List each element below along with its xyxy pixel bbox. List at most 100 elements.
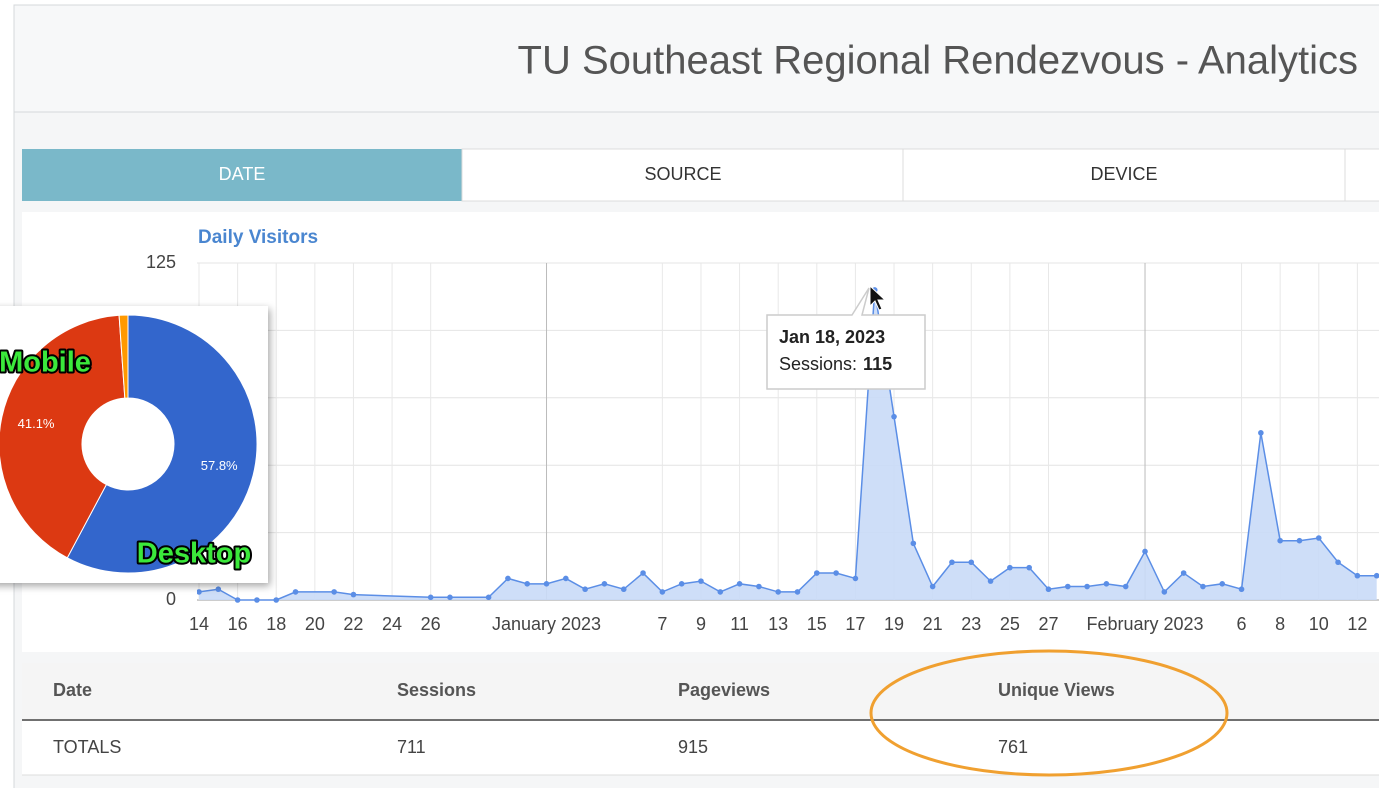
point — [949, 559, 955, 566]
x-tick-label: 7 — [657, 614, 667, 634]
point — [1103, 581, 1110, 587]
x-tick-label: 11 — [730, 614, 749, 634]
chart-title: Daily Visitors — [198, 227, 318, 248]
x-tick-label: 10 — [1309, 614, 1329, 634]
pie-category-label: Mobile — [0, 347, 91, 379]
line-chart — [197, 287, 1379, 603]
y-tick-label: 0 — [166, 589, 176, 609]
point — [331, 589, 337, 595]
x-tick-label: January 2023 — [492, 614, 601, 634]
tab-label[interactable]: SOURCE — [644, 164, 721, 184]
cell: 915 — [678, 737, 708, 757]
point — [1354, 572, 1361, 579]
point — [814, 570, 820, 576]
x-tick-label: 27 — [1038, 614, 1058, 634]
point — [1045, 586, 1052, 593]
x-tick-label: 15 — [807, 614, 827, 634]
x-tick-label: 20 — [305, 614, 325, 634]
point — [1200, 583, 1206, 590]
x-tick-label: 26 — [421, 614, 441, 634]
tab-label[interactable]: DEVICE — [1090, 164, 1157, 184]
tab[interactable] — [461, 148, 904, 202]
point — [582, 586, 588, 593]
area — [199, 289, 1377, 600]
cell: 761 — [998, 737, 1028, 757]
point — [1180, 570, 1187, 576]
column-header: Unique Views — [998, 680, 1115, 700]
header-bar — [13, 4, 1379, 113]
x-tick-label: 17 — [845, 614, 865, 634]
point — [736, 581, 743, 587]
tab[interactable] — [902, 148, 1346, 202]
point — [1084, 583, 1090, 590]
point — [505, 575, 511, 582]
tooltip: Jan 18, 2023 Sessions: 115 — [766, 287, 926, 390]
point — [1258, 430, 1264, 436]
point — [987, 578, 994, 584]
point — [891, 413, 897, 420]
point — [678, 581, 685, 587]
point — [1238, 586, 1245, 593]
tab[interactable] — [1344, 148, 1379, 202]
point — [1219, 581, 1226, 587]
point — [1142, 548, 1148, 555]
cell: 711 — [397, 737, 426, 757]
point — [485, 594, 492, 601]
point — [1064, 583, 1071, 590]
column-header: Date — [53, 680, 92, 700]
point — [698, 578, 704, 584]
point — [543, 581, 550, 587]
point — [350, 591, 357, 598]
point — [601, 581, 608, 587]
point — [563, 575, 569, 582]
tab-active[interactable] — [22, 149, 462, 201]
pie-category-label: Desktop — [137, 538, 251, 570]
x-tick-label: 18 — [266, 614, 286, 634]
pie-value-label: 57.8% — [201, 458, 238, 473]
x-tick-label: 25 — [1000, 614, 1020, 634]
column-header: Sessions — [397, 680, 476, 700]
point — [1335, 559, 1341, 566]
pie-value-label: 41.1% — [18, 416, 55, 431]
point — [968, 559, 975, 566]
tab-label[interactable]: DATE — [219, 164, 266, 184]
cell: TOTALS — [53, 737, 121, 757]
x-tick-label: 13 — [768, 614, 788, 634]
point — [234, 597, 241, 603]
point — [640, 570, 646, 576]
x-tick-label: 6 — [1237, 614, 1247, 634]
tabs: DATE SOURCE DEVICE — [22, 148, 1379, 202]
tooltip-label: Sessions: — [779, 354, 857, 374]
point — [1277, 537, 1283, 544]
highlight-ellipse — [869, 649, 1229, 777]
y-tick-label: 125 — [146, 252, 176, 272]
point — [427, 594, 434, 601]
x-tick-label: 24 — [382, 614, 402, 634]
point — [1373, 572, 1379, 579]
x-tick-label: 21 — [923, 614, 943, 634]
point — [852, 575, 859, 582]
mouse-cursor — [869, 284, 887, 311]
pie-chart: 57.8% 41.1% — [0, 314, 258, 574]
x-tick-label: 19 — [884, 614, 904, 634]
pie-slice — [118, 314, 129, 399]
x-tick-label: 22 — [343, 614, 363, 634]
x-tick-label: 16 — [228, 614, 248, 634]
point — [659, 589, 666, 595]
point — [215, 586, 222, 593]
x-tick-label: 23 — [961, 614, 981, 634]
point — [756, 583, 762, 590]
tooltip-value: 115 — [863, 354, 892, 374]
point — [910, 540, 917, 547]
x-tick-label: 8 — [1275, 614, 1285, 634]
point — [1122, 583, 1129, 590]
table-header — [22, 663, 1379, 720]
x-tick-label: 12 — [1347, 614, 1367, 634]
point — [292, 589, 299, 595]
point — [929, 583, 936, 590]
tooltip-line: Sessions: 115 — [779, 354, 892, 374]
point — [794, 589, 801, 595]
point — [775, 589, 781, 595]
